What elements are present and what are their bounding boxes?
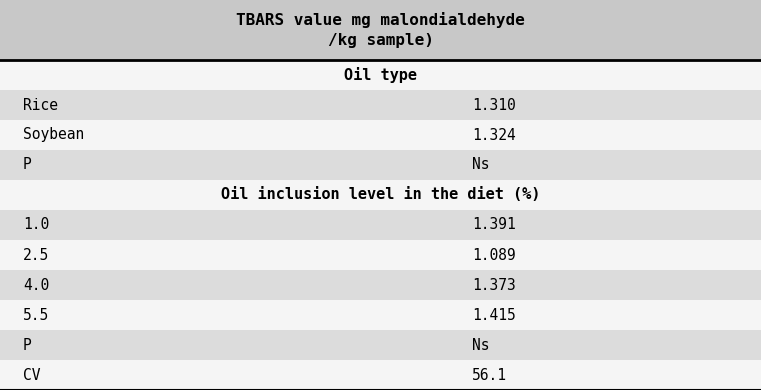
- Text: 4.0: 4.0: [23, 278, 49, 292]
- Text: P: P: [23, 158, 31, 172]
- Bar: [0, 60, 761, 90]
- Text: Soybean: Soybean: [23, 128, 84, 142]
- Text: 1.415: 1.415: [472, 307, 515, 323]
- Text: 1.391: 1.391: [472, 218, 515, 232]
- Text: Oil inclusion level in the diet (%): Oil inclusion level in the diet (%): [221, 188, 540, 202]
- Text: Ns: Ns: [472, 337, 489, 353]
- Bar: [0, 150, 761, 180]
- Text: Rice: Rice: [23, 98, 58, 112]
- Bar: [0, 210, 761, 240]
- Text: 1.310: 1.310: [472, 98, 515, 112]
- Bar: [0, 240, 761, 270]
- Bar: [0, 330, 761, 360]
- Text: 2.5: 2.5: [23, 248, 49, 262]
- Bar: [0, 120, 761, 150]
- Text: Oil type: Oil type: [344, 67, 417, 83]
- Text: TBARS value mg malondialdehyde
/kg sample): TBARS value mg malondialdehyde /kg sampl…: [236, 12, 525, 48]
- Bar: [0, 90, 761, 120]
- Text: 1.089: 1.089: [472, 248, 515, 262]
- Bar: [0, 270, 761, 300]
- Text: P: P: [23, 337, 31, 353]
- Text: 1.0: 1.0: [23, 218, 49, 232]
- Text: 56.1: 56.1: [472, 367, 507, 383]
- Text: 1.324: 1.324: [472, 128, 515, 142]
- Text: 5.5: 5.5: [23, 307, 49, 323]
- Text: CV: CV: [23, 367, 40, 383]
- Bar: [0, 180, 761, 210]
- Text: Ns: Ns: [472, 158, 489, 172]
- Bar: [0, 360, 761, 390]
- Bar: [0, 0, 761, 60]
- Text: 1.373: 1.373: [472, 278, 515, 292]
- Bar: [0, 300, 761, 330]
